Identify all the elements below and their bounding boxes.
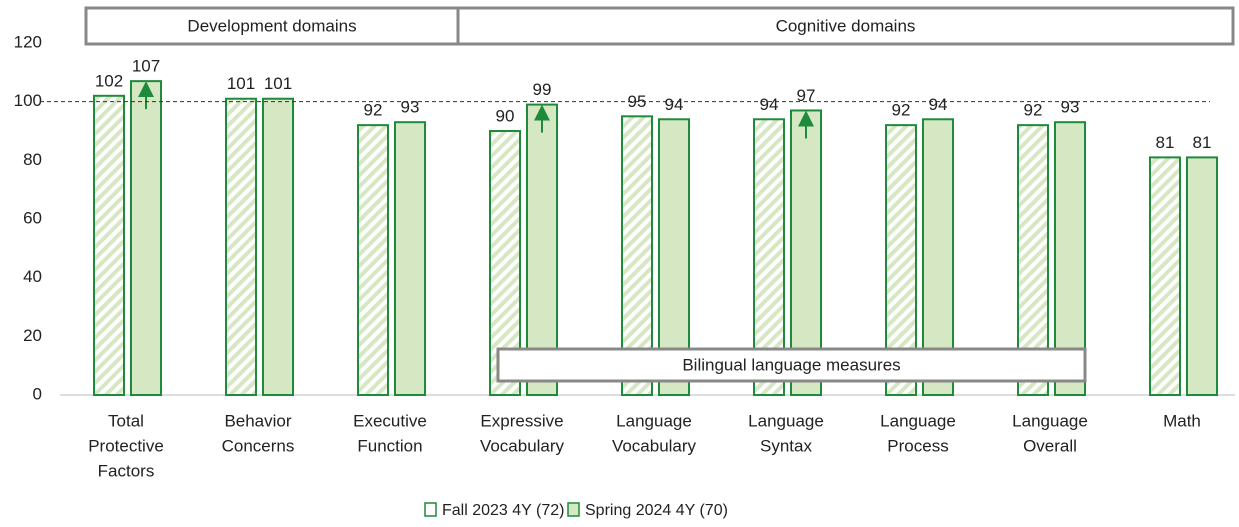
group-box <box>456 6 1235 46</box>
x-tick-label: Language <box>880 411 956 430</box>
x-tick-label: Process <box>887 436 948 455</box>
bar <box>93 94 125 397</box>
y-tick-label: 20 <box>23 326 42 345</box>
data-label: 107 <box>132 57 160 76</box>
y-tick-label: 120 <box>14 32 42 51</box>
inner-group-box <box>496 347 1087 383</box>
x-tick-label: Total <box>108 411 144 430</box>
data-label: 93 <box>1061 98 1080 117</box>
data-label: 94 <box>665 95 684 114</box>
bar <box>262 97 294 396</box>
bar <box>526 103 558 396</box>
y-tick-label: 100 <box>14 91 42 110</box>
x-tick-label: Overall <box>1023 436 1077 455</box>
data-label: 81 <box>1193 133 1212 152</box>
data-label: 93 <box>401 98 420 117</box>
x-tick-label: Math <box>1163 411 1201 430</box>
x-tick-label: Protective <box>88 436 164 455</box>
legend-label: Spring 2024 4Y (70) <box>585 502 728 519</box>
x-tick-label: Language <box>616 411 692 430</box>
data-label: 92 <box>1024 101 1043 120</box>
data-label: 92 <box>364 101 383 120</box>
data-label: 99 <box>533 80 552 99</box>
data-label: 92 <box>892 101 911 120</box>
bar <box>1186 156 1218 396</box>
x-tick-label: Language <box>1012 411 1088 430</box>
data-label: 101 <box>227 74 255 93</box>
group-box <box>84 6 460 46</box>
x-tick-label: Concerns <box>222 436 295 455</box>
group-label: Development domains <box>187 16 356 35</box>
bar <box>130 80 162 396</box>
group-label: Cognitive domains <box>776 16 916 35</box>
x-tick-label: Executive <box>353 411 427 430</box>
x-tick-label: Vocabulary <box>612 436 697 455</box>
x-tick-label: Syntax <box>760 436 812 455</box>
x-tick-label: Behavior <box>224 411 291 430</box>
bar <box>394 121 426 396</box>
bar <box>357 124 389 396</box>
inner-group-label: Bilingual language measures <box>682 355 900 374</box>
data-label: 102 <box>95 71 123 90</box>
bar <box>1149 156 1181 396</box>
data-label: 90 <box>496 106 515 125</box>
y-tick-label: 80 <box>23 150 42 169</box>
y-tick-label: 40 <box>23 267 42 286</box>
data-label: 94 <box>760 95 779 114</box>
legend-label: Fall 2023 4Y (72) <box>442 502 564 519</box>
x-tick-label: Language <box>748 411 824 430</box>
x-tick-label: Expressive <box>480 411 563 430</box>
data-label: 81 <box>1156 133 1175 152</box>
legend-swatch <box>424 502 437 517</box>
data-label: 94 <box>929 95 948 114</box>
y-tick-label: 60 <box>23 208 42 227</box>
y-tick-label: 0 <box>33 384 42 403</box>
data-label: 97 <box>797 86 816 105</box>
x-tick-label: Vocabulary <box>480 436 565 455</box>
bar <box>225 97 257 396</box>
x-tick-label: Factors <box>98 461 155 480</box>
legend-swatch <box>567 502 580 517</box>
x-tick-label: Function <box>357 436 422 455</box>
data-label: 101 <box>264 74 292 93</box>
